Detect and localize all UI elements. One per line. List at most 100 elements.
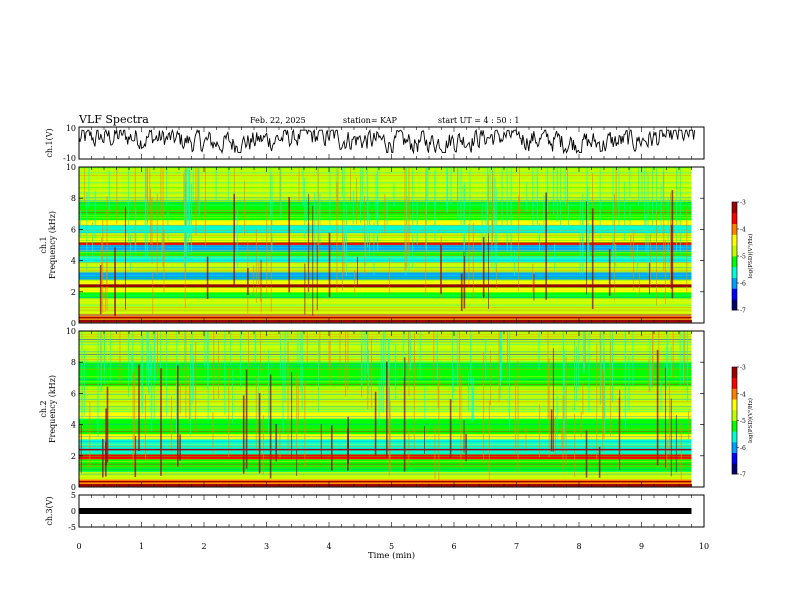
- sferic-streak: [343, 235, 345, 276]
- ch3-trace: [79, 508, 692, 514]
- sferic-streak: [357, 256, 358, 288]
- sferic-streak: [318, 339, 319, 412]
- sferic-streak: [665, 345, 667, 390]
- colorbar-segment: [732, 375, 737, 379]
- spectral-line: [79, 428, 692, 430]
- sferic-streak: [412, 169, 414, 268]
- colorbar-segment: [732, 399, 737, 402]
- spectral-line: [79, 257, 692, 259]
- sferic-streak: [197, 167, 199, 210]
- colorbar-segment: [732, 367, 737, 370]
- sferic-streak: [119, 331, 121, 384]
- colorbar-segment: [732, 218, 737, 221]
- sferic-streak: [667, 197, 669, 270]
- sferic-streak: [362, 167, 363, 205]
- sferic-streak: [669, 381, 671, 454]
- sferic-streak: [539, 403, 540, 458]
- sferic-streak: [97, 331, 99, 437]
- spectral-line: [79, 406, 692, 408]
- colorbar-segment: [732, 384, 737, 388]
- sferic-streak: [501, 331, 503, 381]
- sferic-streak: [296, 372, 298, 463]
- sferic-streak: [149, 167, 151, 206]
- colorbar-segment: [732, 257, 737, 260]
- sferic-streak: [354, 270, 355, 296]
- colorbar-label: log(PSD)(V²/Hz): [747, 234, 754, 279]
- narrowband-line: [79, 284, 692, 287]
- sferic-streak: [425, 211, 427, 296]
- sferic-streak: [150, 344, 152, 376]
- date-label: Feb. 22, 2025: [250, 116, 306, 125]
- spectral-line: [79, 272, 692, 274]
- sferic-streak: [602, 368, 604, 453]
- sferic-streak: [114, 247, 116, 316]
- spectral-line: [79, 282, 692, 284]
- spectral-band: [79, 279, 692, 285]
- sferic-streak: [519, 167, 520, 213]
- colorbar-segment: [732, 284, 737, 287]
- sferic-streak: [548, 358, 550, 458]
- sferic-streak: [367, 349, 369, 395]
- colorbar-segment: [732, 461, 737, 464]
- sferic-streak: [131, 352, 133, 382]
- sferic-streak: [101, 237, 103, 312]
- sferic-streak: [319, 193, 321, 244]
- y-tick-label: 4: [71, 421, 76, 430]
- sferic-streak: [297, 378, 299, 427]
- sferic-streak: [460, 273, 463, 311]
- colorbar-segment: [732, 306, 737, 309]
- sferic-streak: [227, 167, 229, 203]
- sferic-streak: [138, 364, 140, 452]
- colorbar-segment: [732, 418, 737, 421]
- sferic-streak: [409, 331, 411, 368]
- sferic-streak: [187, 167, 189, 254]
- colorbar-segment: [732, 427, 737, 430]
- colorbar-segment: [732, 283, 737, 286]
- sferic-streak: [279, 167, 281, 212]
- sferic-streak: [547, 331, 549, 420]
- sferic-streak: [586, 201, 587, 295]
- sferic-streak: [403, 357, 406, 472]
- sferic-streak: [438, 365, 440, 480]
- sferic-streak: [146, 331, 148, 373]
- colorbar-segment: [732, 374, 737, 377]
- sferic-streak: [533, 274, 535, 301]
- sferic-streak: [471, 378, 473, 423]
- colorbar-segment: [732, 259, 737, 262]
- sferic-streak: [553, 167, 555, 215]
- sferic-streak: [245, 369, 248, 469]
- colorbar-segment: [732, 266, 737, 269]
- y-tick-label: 8: [71, 358, 76, 367]
- spectral-line: [79, 269, 692, 271]
- sferic-streak: [501, 167, 503, 231]
- sferic-streak: [638, 167, 639, 206]
- sferic-streak: [628, 355, 630, 411]
- sferic-streak: [472, 387, 474, 422]
- spectral-line: [79, 391, 692, 393]
- sferic-streak: [612, 331, 613, 404]
- sferic-streak: [386, 197, 388, 229]
- y-tick-label: 2: [71, 288, 76, 297]
- colorbar-segment: [732, 468, 737, 471]
- sferic-streak: [427, 167, 429, 203]
- sferic-streak: [684, 331, 686, 386]
- ch2-spectrogram: [79, 331, 692, 488]
- sferic-streak: [86, 192, 88, 270]
- sferic-streak: [451, 331, 453, 403]
- sferic-streak: [468, 223, 470, 289]
- sferic-streak: [116, 167, 118, 224]
- sferic-streak: [150, 188, 152, 245]
- sferic-streak: [660, 381, 662, 412]
- sferic-streak: [408, 431, 410, 465]
- sferic-streak: [406, 167, 407, 233]
- sferic-streak: [301, 331, 303, 410]
- colorbar-segment: [732, 223, 737, 226]
- sferic-streak: [156, 193, 158, 275]
- sferic-streak: [388, 337, 389, 410]
- sferic-streak: [425, 167, 427, 254]
- spectral-line: [79, 386, 692, 388]
- colorbar-segment: [732, 445, 737, 448]
- sferic-streak: [236, 209, 238, 268]
- colorbar-segment: [732, 397, 737, 400]
